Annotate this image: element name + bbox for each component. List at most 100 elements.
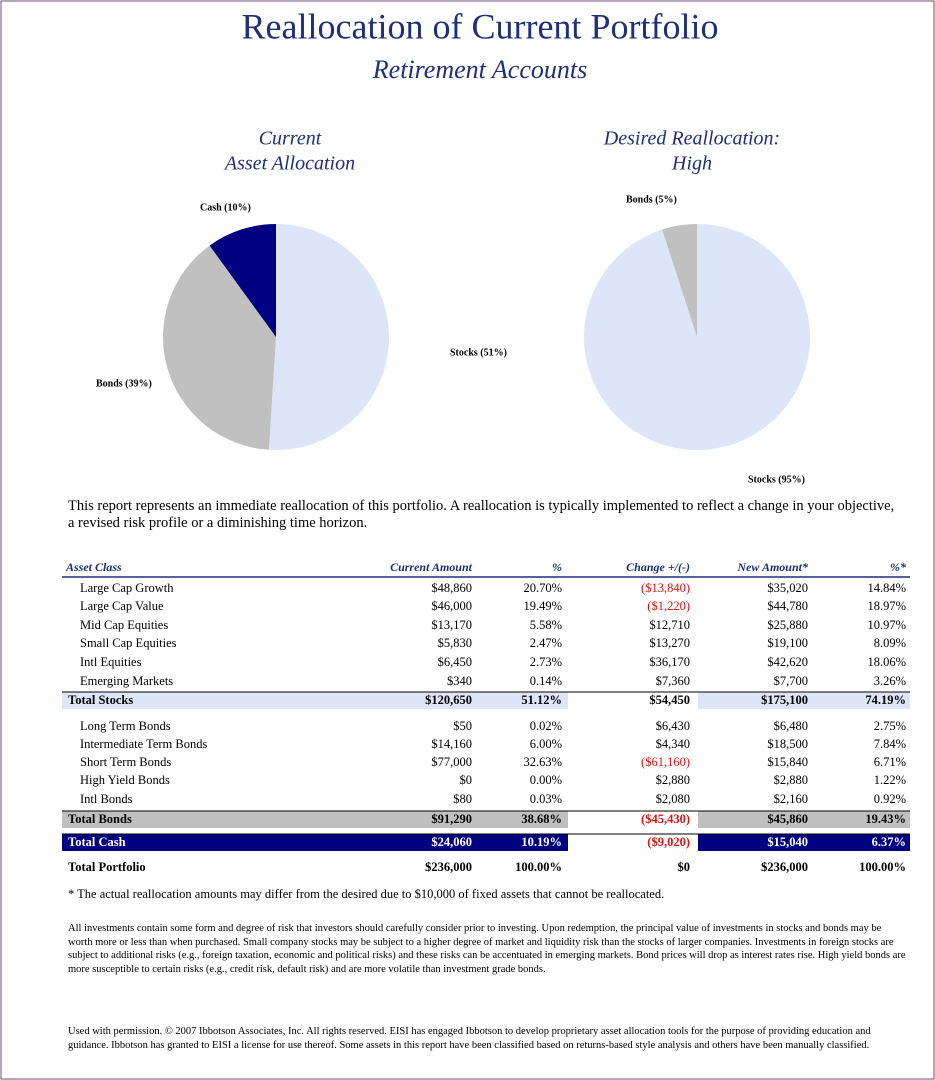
row-band bbox=[698, 692, 910, 709]
table-cell: ($61,160) bbox=[641, 755, 690, 769]
table-cell: 18.97% bbox=[867, 599, 906, 613]
column-header: Asset Class bbox=[65, 560, 122, 574]
pie-title: Current bbox=[259, 128, 322, 150]
table-cell: $2,880 bbox=[656, 773, 690, 787]
title: Reallocation of Current Portfolio bbox=[242, 6, 719, 46]
table-cell: $48,860 bbox=[431, 581, 472, 595]
pie-slice bbox=[662, 224, 697, 337]
table-cell: ($45,430) bbox=[641, 812, 690, 826]
table-cell: 6.71% bbox=[874, 755, 906, 769]
table-cell: $236,000 bbox=[425, 860, 472, 874]
table-cell: 100.00% bbox=[515, 860, 562, 874]
table-cell: $44,780 bbox=[767, 599, 808, 613]
table-cell: 0.03% bbox=[530, 792, 562, 806]
table-cell: $77,000 bbox=[431, 755, 472, 769]
table-cell: 0.00% bbox=[530, 773, 562, 787]
pie-label: Bonds (5%) bbox=[626, 194, 677, 205]
table-cell: 2.47% bbox=[530, 636, 562, 650]
row-label: Intl Bonds bbox=[80, 792, 133, 806]
column-header: %* bbox=[890, 560, 907, 574]
row-label: Total Stocks bbox=[68, 693, 133, 707]
pie-title: Asset Allocation bbox=[223, 153, 355, 175]
table-cell: $14,160 bbox=[431, 737, 472, 751]
table-cell: 0.92% bbox=[874, 792, 906, 806]
table-cell: $36,170 bbox=[649, 655, 690, 669]
table-cell: 19.43% bbox=[865, 812, 906, 826]
column-header: Current Amount bbox=[390, 560, 473, 574]
table-cell: $50 bbox=[453, 719, 472, 733]
table-cell: 10.19% bbox=[521, 835, 562, 849]
row-band bbox=[62, 834, 568, 851]
table-cell: $12,710 bbox=[649, 618, 690, 632]
pie-label: Stocks (51%) bbox=[450, 347, 507, 358]
pie-slice bbox=[209, 224, 276, 337]
table-cell: ($13,840) bbox=[641, 581, 690, 595]
column-header: New Amount* bbox=[736, 560, 809, 574]
table-cell: 0.02% bbox=[530, 719, 562, 733]
table-cell: $15,840 bbox=[767, 755, 808, 769]
table-cell: $42,620 bbox=[767, 655, 808, 669]
pie-label: Cash (10%) bbox=[200, 202, 251, 213]
table-cell: 8.09% bbox=[874, 636, 906, 650]
table-cell: $6,480 bbox=[774, 719, 808, 733]
table-cell: 10.97% bbox=[867, 618, 906, 632]
row-label: Large Cap Value bbox=[80, 599, 164, 613]
row-label: Long Term Bonds bbox=[80, 719, 171, 733]
table-cell: $46,000 bbox=[431, 599, 472, 613]
table-cell: 19.49% bbox=[523, 599, 562, 613]
table-cell: 3.26% bbox=[874, 674, 906, 688]
table-cell: $91,290 bbox=[431, 812, 472, 826]
column-header: % bbox=[552, 560, 562, 574]
pie-title: High bbox=[671, 153, 712, 175]
table-cell: $45,860 bbox=[767, 812, 808, 826]
pie-slice bbox=[268, 224, 390, 450]
column-header: Change +/(-) bbox=[626, 560, 690, 574]
table-cell: $175,100 bbox=[761, 693, 808, 707]
table-cell: $35,020 bbox=[767, 581, 808, 595]
table-cell: 74.19% bbox=[865, 693, 906, 707]
table-cell: 6.00% bbox=[530, 737, 562, 751]
table-cell: $80 bbox=[453, 792, 472, 806]
table-cell: $18,500 bbox=[767, 737, 808, 751]
table-cell: $13,270 bbox=[649, 636, 690, 650]
table-cell: $5,830 bbox=[438, 636, 472, 650]
table-cell: $0 bbox=[460, 773, 473, 787]
table-cell: $6,430 bbox=[656, 719, 690, 733]
table-cell: $2,160 bbox=[774, 792, 808, 806]
row-label: Total Bonds bbox=[68, 812, 132, 826]
table-cell: $7,700 bbox=[774, 674, 808, 688]
table-cell: 100.00% bbox=[859, 860, 906, 874]
row-band bbox=[62, 692, 568, 709]
table-cell: 20.70% bbox=[523, 581, 562, 595]
table-cell: $120,650 bbox=[425, 693, 472, 707]
table-cell: 2.73% bbox=[530, 655, 562, 669]
table-cell: $2,880 bbox=[774, 773, 808, 787]
row-band bbox=[62, 811, 568, 828]
pie-label: Stocks (95%) bbox=[748, 474, 805, 485]
table-cell: $6,450 bbox=[438, 655, 472, 669]
table-cell: $2,080 bbox=[656, 792, 690, 806]
table-cell: $54,450 bbox=[649, 693, 690, 707]
table-cell: 0.14% bbox=[530, 674, 562, 688]
table-cell: 32.63% bbox=[523, 755, 562, 769]
table-cell: $25,880 bbox=[767, 618, 808, 632]
table-cell: $4,340 bbox=[656, 737, 690, 751]
table-cell: $15,040 bbox=[767, 835, 808, 849]
row-label: Large Cap Growth bbox=[80, 581, 174, 595]
row-label: Emerging Markets bbox=[80, 674, 173, 688]
row-label: Total Cash bbox=[68, 835, 126, 849]
row-band bbox=[698, 811, 910, 828]
row-label: Small Cap Equities bbox=[80, 636, 177, 650]
table-cell: 38.68% bbox=[521, 812, 562, 826]
row-label: High Yield Bonds bbox=[80, 773, 170, 787]
table-cell: ($9,020) bbox=[647, 835, 690, 849]
table-cell: $340 bbox=[447, 674, 472, 688]
pie-slice bbox=[162, 245, 276, 450]
pie-label: Bonds (39%) bbox=[96, 378, 152, 389]
table-cell: $236,000 bbox=[761, 860, 808, 874]
row-label: Intermediate Term Bonds bbox=[80, 737, 207, 751]
row-label: Mid Cap Equities bbox=[80, 618, 168, 632]
table-cell: $7,360 bbox=[656, 674, 690, 688]
